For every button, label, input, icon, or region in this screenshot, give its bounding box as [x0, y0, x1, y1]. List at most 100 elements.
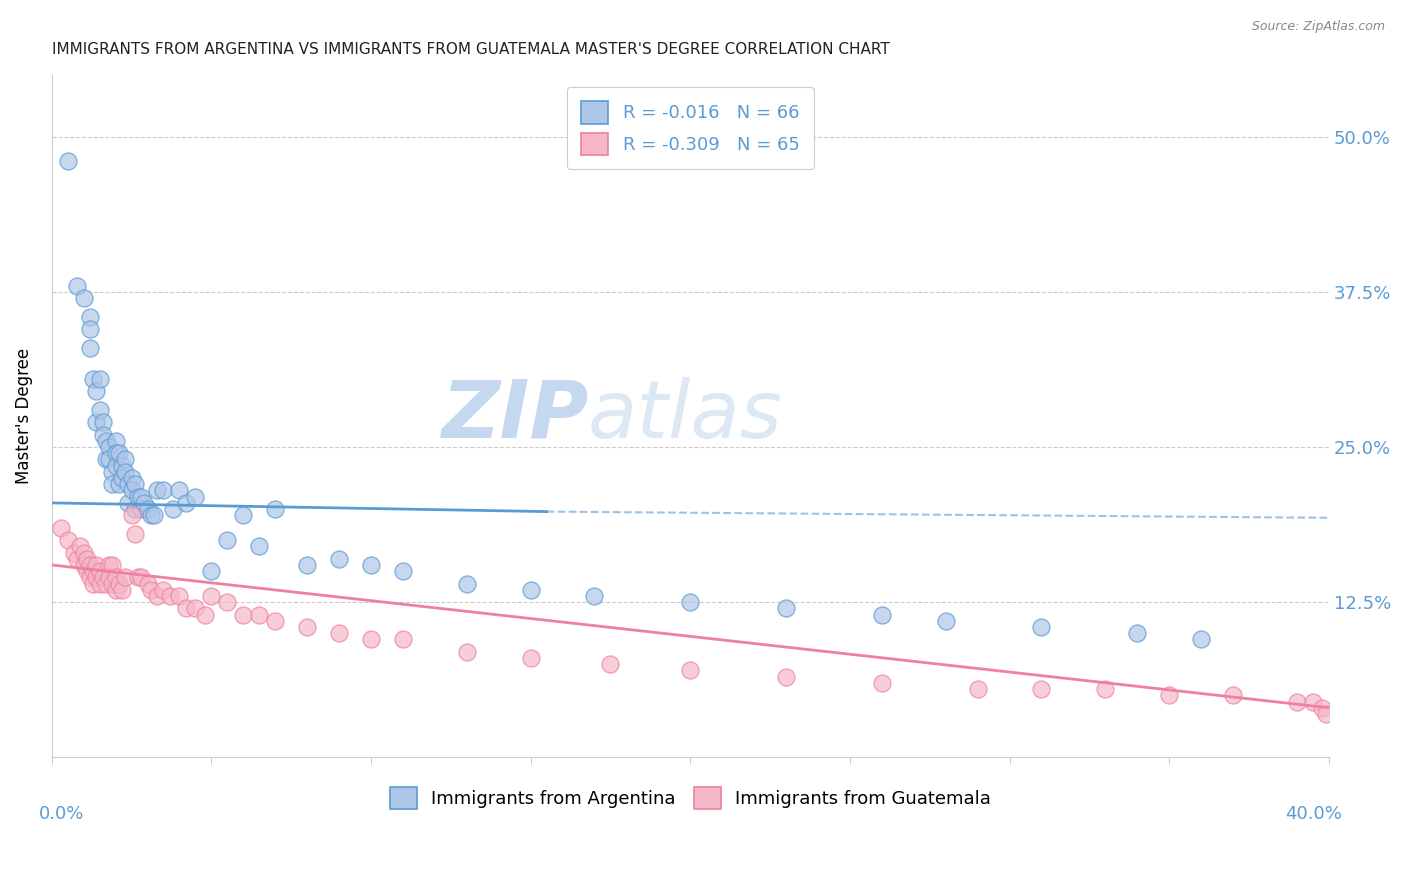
Point [117, 477, 139, 491]
Point [107, 477, 129, 491]
Point [121, 508, 143, 523]
Point [134, 496, 156, 510]
Point [127, 490, 149, 504]
Point [295, 558, 318, 572]
Point [111, 471, 134, 485]
Point [98, 440, 121, 454]
Point [136, 576, 159, 591]
Point [152, 582, 174, 597]
Point [1315, 706, 1337, 721]
Point [69, 540, 91, 554]
Point [232, 607, 254, 622]
Point [184, 490, 207, 504]
Point [583, 589, 606, 603]
Text: 40.0%: 40.0% [1285, 805, 1341, 823]
Point [264, 614, 287, 628]
Point [264, 502, 287, 516]
Point [91, 570, 114, 584]
Point [86, 384, 108, 399]
Point [775, 670, 797, 684]
Point [104, 458, 127, 473]
Point [101, 576, 124, 591]
Point [79, 310, 101, 324]
Point [127, 570, 149, 584]
Point [146, 483, 169, 498]
Point [1031, 620, 1053, 634]
Point [169, 589, 191, 603]
Point [76, 551, 98, 566]
Point [76, 564, 98, 578]
Point [98, 558, 121, 572]
Point [89, 402, 111, 417]
Point [89, 576, 111, 591]
Point [89, 372, 111, 386]
Text: Source: ZipAtlas.com: Source: ZipAtlas.com [1251, 20, 1385, 33]
Point [89, 564, 111, 578]
Point [82, 576, 104, 591]
Point [94, 452, 117, 467]
Point [1031, 682, 1053, 697]
Point [1285, 694, 1308, 708]
Point [247, 607, 270, 622]
Point [104, 434, 127, 448]
Text: atlas: atlas [588, 377, 783, 455]
Legend: Immigrants from Argentina, Immigrants from Guatemala: Immigrants from Argentina, Immigrants fr… [382, 780, 998, 817]
Point [117, 496, 139, 510]
Point [1312, 700, 1334, 714]
Point [136, 502, 159, 516]
Point [360, 558, 382, 572]
Point [79, 558, 101, 572]
Point [392, 632, 415, 647]
Point [1222, 689, 1244, 703]
Point [295, 620, 318, 634]
Point [104, 570, 127, 584]
Point [91, 415, 114, 429]
Point [86, 415, 108, 429]
Point [114, 452, 136, 467]
Point [129, 570, 152, 584]
Point [101, 477, 124, 491]
Point [82, 564, 104, 578]
Point [129, 502, 152, 516]
Point [124, 527, 146, 541]
Point [392, 564, 415, 578]
Point [599, 657, 621, 672]
Point [1094, 682, 1116, 697]
Point [775, 601, 797, 615]
Point [679, 664, 702, 678]
Point [111, 458, 134, 473]
Point [73, 291, 96, 305]
Point [232, 508, 254, 523]
Point [51, 521, 73, 535]
Point [1189, 632, 1212, 647]
Point [360, 632, 382, 647]
Point [121, 483, 143, 498]
Point [82, 372, 104, 386]
Point [66, 278, 89, 293]
Point [456, 645, 478, 659]
Point [519, 651, 541, 665]
Point [104, 446, 127, 460]
Point [174, 601, 197, 615]
Point [328, 551, 350, 566]
Point [162, 502, 184, 516]
Point [107, 446, 129, 460]
Point [935, 614, 957, 628]
Point [98, 570, 121, 584]
Point [66, 551, 89, 566]
Point [79, 322, 101, 336]
Point [217, 595, 239, 609]
Point [870, 607, 893, 622]
Point [86, 558, 108, 572]
Point [328, 626, 350, 640]
Point [79, 341, 101, 355]
Point [966, 682, 988, 697]
Point [159, 589, 181, 603]
Point [56, 154, 79, 169]
Point [111, 582, 134, 597]
Point [1302, 694, 1324, 708]
Point [152, 483, 174, 498]
Point [184, 601, 207, 615]
Point [79, 570, 101, 584]
Point [56, 533, 79, 548]
